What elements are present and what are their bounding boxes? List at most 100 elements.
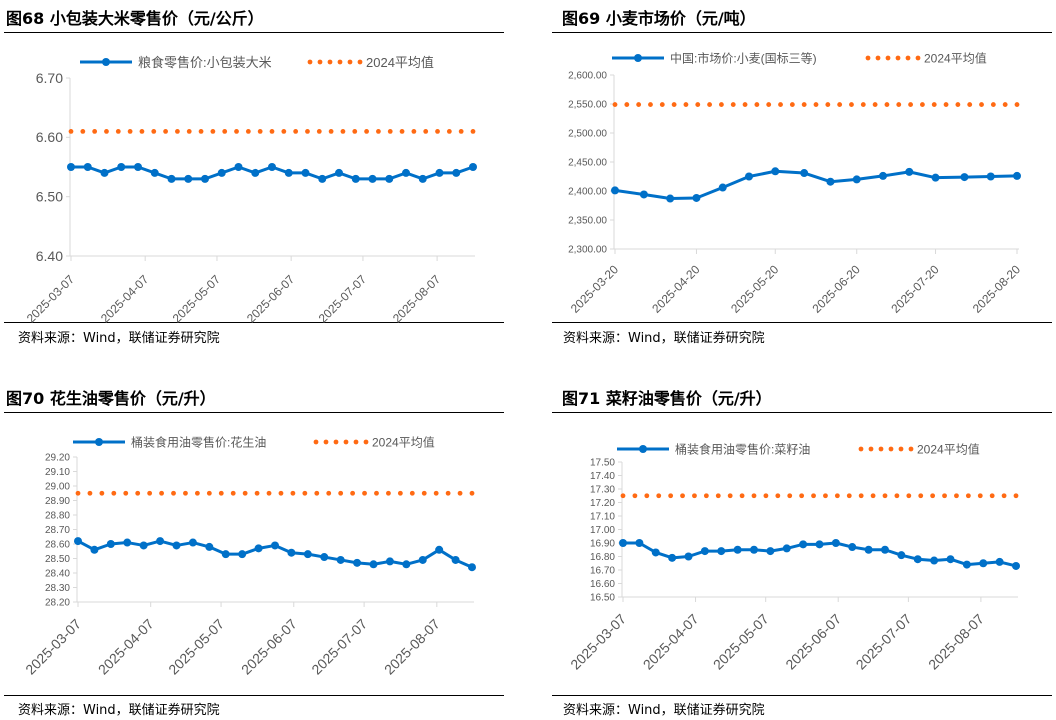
average-dot [111, 490, 117, 496]
y-tick-label: 17.00 [590, 525, 615, 536]
data-point [879, 171, 887, 180]
data-point [251, 168, 260, 177]
average-dot [115, 129, 121, 134]
chart-title-71: 图71 菜籽油零售价（元/升） [562, 389, 772, 408]
source-note: 资料来源：Wind，联储证券研究院 [18, 703, 220, 718]
y-tick-label: 16.70 [590, 566, 615, 577]
average-dot [293, 129, 299, 134]
average-dot [135, 490, 141, 496]
average-dot [257, 129, 263, 134]
series-line [614, 169, 1018, 201]
average-dot [742, 102, 748, 107]
data-point [799, 540, 808, 549]
average-dot [837, 102, 843, 107]
data-point [451, 555, 460, 564]
data-point [117, 163, 126, 171]
data-point [271, 541, 279, 550]
average-dot [719, 102, 724, 107]
legend-dot-swatch [878, 446, 884, 452]
average-dot [954, 493, 959, 499]
average-dot [234, 129, 239, 134]
x-tick-label: 2025-04-20 [649, 262, 703, 316]
average-dot [68, 129, 74, 134]
average-dot [846, 493, 852, 499]
data-point [960, 173, 969, 182]
average-dot [849, 102, 854, 107]
data-point [452, 168, 461, 177]
average-dot [766, 102, 772, 107]
data-point [303, 550, 312, 559]
legend-marker [95, 438, 103, 446]
source-note: 资料来源：Wind，联储证券研究院 [563, 703, 765, 718]
data-point [962, 560, 971, 569]
x-tick-label: 2025-03-20 [568, 262, 622, 316]
average-dot [930, 493, 936, 499]
y-tick-label: 28.30 [45, 583, 70, 594]
chart-title-70: 图70 花生油零售价（元/升） [6, 389, 216, 408]
data-point [750, 545, 758, 554]
y-tick-label: 28.70 [45, 525, 70, 536]
average-dot [446, 129, 452, 134]
average-dot [206, 490, 212, 496]
legend-dot-swatch [317, 59, 323, 65]
average-dot [340, 129, 346, 134]
average-dot [799, 493, 805, 499]
data-point [668, 553, 677, 562]
data-point [881, 545, 889, 554]
average-dot [387, 129, 393, 134]
x-tick-label: 2025-08-07 [381, 616, 443, 678]
average-dot [147, 490, 153, 496]
average-dot [612, 102, 618, 107]
data-point [205, 542, 214, 551]
x-tick-label: 2025-03-07 [567, 611, 629, 673]
y-tick-label: 2,600.00 [568, 71, 607, 82]
legend-dot-swatch [905, 55, 911, 61]
data-point [268, 163, 276, 171]
x-tick-label: 2025-05-07 [170, 272, 224, 326]
data-point [184, 174, 193, 183]
average-dot [457, 490, 463, 496]
legend-label: 桶装食用油零售价:花生油 [131, 435, 266, 450]
average-dot [823, 493, 828, 499]
data-point [619, 539, 627, 547]
y-tick-label: 28.60 [45, 540, 70, 551]
x-tick-label: 2025-04-07 [95, 616, 157, 678]
average-dot [326, 490, 332, 496]
average-dot [210, 129, 216, 134]
data-point [639, 190, 648, 199]
average-dot [411, 129, 417, 134]
y-tick-label: 28.90 [45, 496, 70, 507]
average-dot [421, 490, 427, 496]
source-divider [552, 695, 1052, 696]
legend-dot-swatch [343, 439, 349, 445]
data-point [134, 163, 142, 171]
average-dot [683, 102, 689, 107]
average-dot [245, 129, 251, 134]
data-point [139, 541, 148, 550]
legend-dot-swatch [868, 446, 874, 452]
average-dot [624, 102, 630, 107]
y-tick-label: 29.00 [45, 482, 70, 493]
y-tick-label: 17.40 [590, 471, 615, 482]
average-dot [632, 493, 638, 499]
data-point [385, 174, 394, 183]
data-point [469, 163, 477, 171]
average-dot [908, 102, 913, 107]
data-point [106, 540, 115, 548]
data-point [979, 559, 988, 568]
data-point [905, 167, 914, 176]
average-dot [386, 490, 391, 496]
y-tick-label: 6.50 [36, 189, 63, 205]
average-dot [751, 493, 757, 499]
legend-dot-swatch [347, 59, 353, 65]
average-dot [918, 493, 924, 499]
legend-dot-swatch [858, 446, 864, 452]
title-divider [552, 412, 1052, 413]
average-dot [763, 493, 769, 499]
average-dot [1001, 493, 1007, 499]
data-point [287, 548, 296, 557]
average-dot [858, 493, 864, 499]
x-tick-label: 2025-07-07 [308, 616, 370, 678]
average-dot [707, 102, 712, 107]
chart-title-68: 图68 小包装大米零售价（元/公斤） [6, 9, 264, 28]
